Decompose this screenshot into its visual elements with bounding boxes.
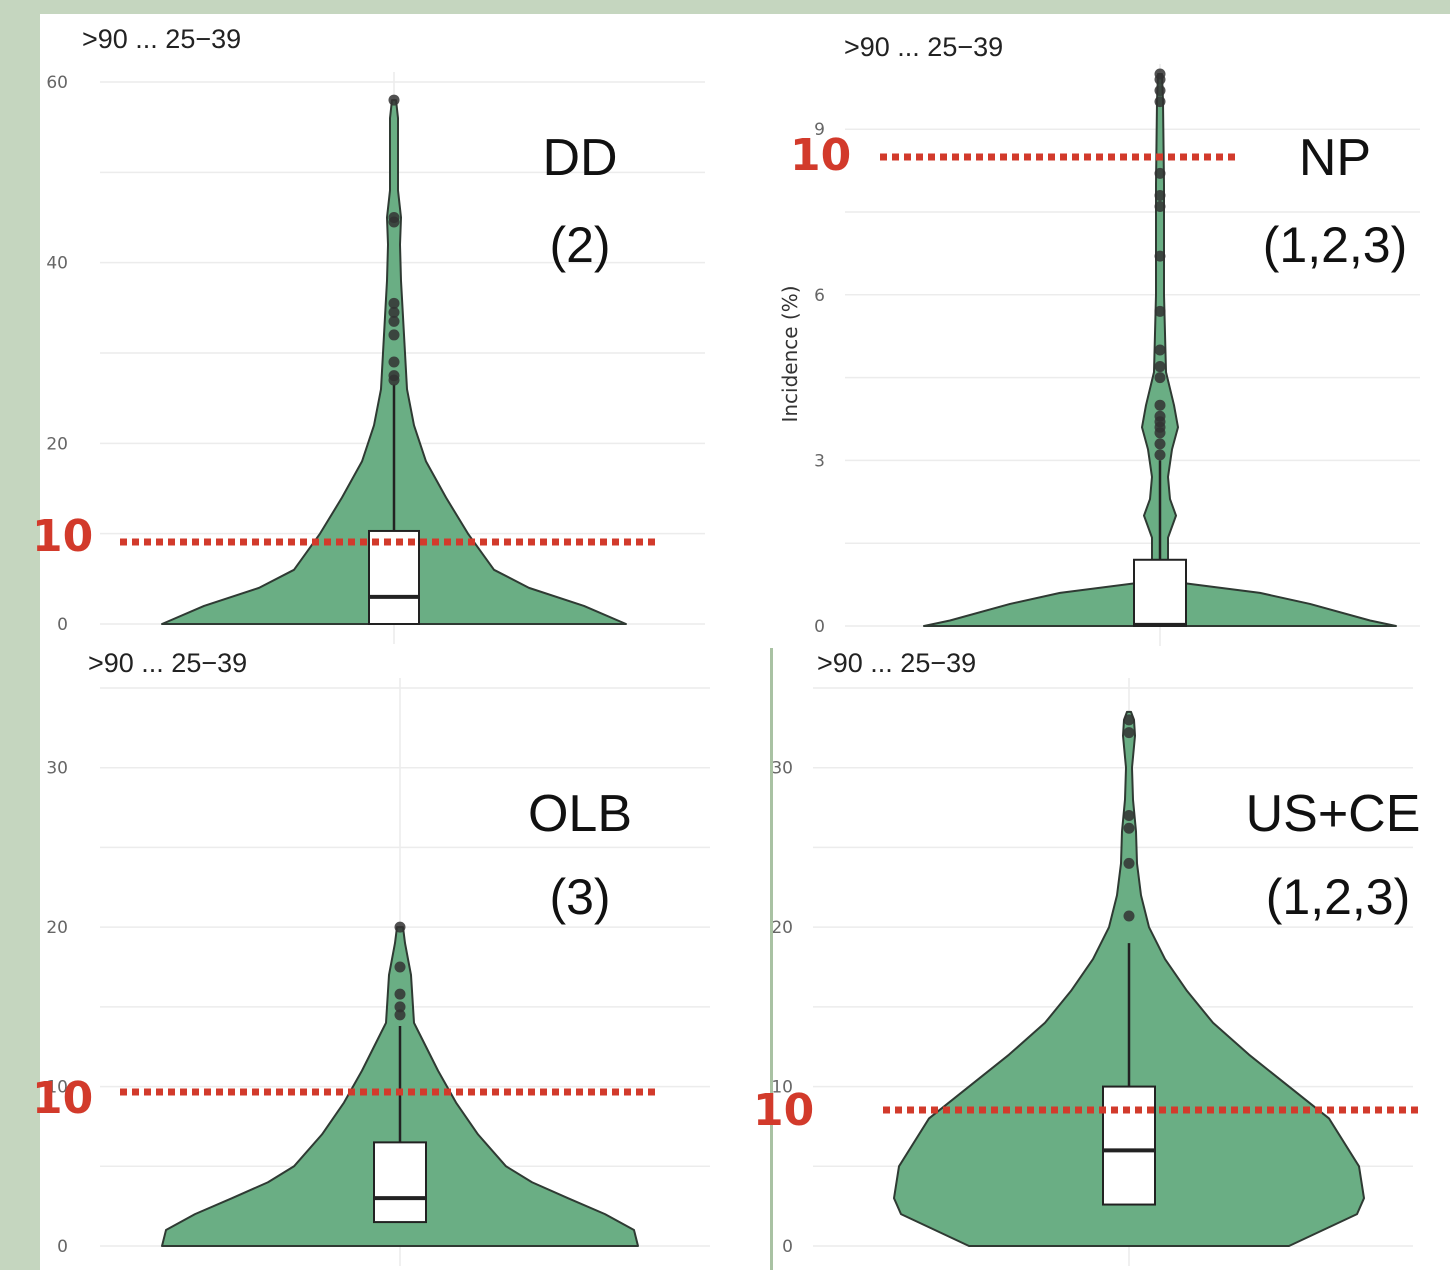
np-outlier-point bbox=[1154, 344, 1166, 356]
np-y-tick-label: 0 bbox=[814, 617, 825, 637]
np-outlier-point bbox=[1154, 438, 1166, 450]
np-y-tick-label: 3 bbox=[814, 451, 825, 471]
np-method-label: NP bbox=[1298, 129, 1372, 187]
dd-method-sublabel: (2) bbox=[549, 217, 611, 273]
np-outlier-point bbox=[1154, 200, 1166, 212]
np-outlier-point bbox=[1154, 372, 1166, 384]
usce-method-sublabel: (1,2,3) bbox=[1265, 869, 1411, 925]
olb-y-tick-label: 30 bbox=[46, 759, 68, 779]
np-outlier-point bbox=[1154, 167, 1166, 179]
np-outlier-point bbox=[1154, 410, 1166, 422]
usce-outlier-point bbox=[1123, 822, 1135, 834]
usce-y-tick-label: 10 bbox=[773, 1078, 793, 1098]
olb-method-label: OLB bbox=[527, 785, 633, 843]
olb-box bbox=[373, 1141, 427, 1224]
usce-box bbox=[1102, 1085, 1156, 1206]
dd-outlier-point bbox=[388, 94, 400, 106]
np-outlier-point bbox=[1154, 189, 1166, 201]
olb-outlier-point bbox=[394, 961, 406, 973]
usce-outlier-point bbox=[1123, 857, 1135, 869]
olb-y-tick-label: 10 bbox=[46, 1078, 68, 1098]
dd-outlier-point bbox=[388, 212, 400, 223]
dd-ref-line-label: 10 bbox=[32, 511, 94, 562]
np-outlier-point bbox=[1154, 399, 1166, 411]
dd-violin-chart: 0 20 40 60 bbox=[46, 72, 705, 644]
np-outlier-point bbox=[1154, 68, 1166, 80]
np-violin-chart: 0 3 6 9 Incidence (%) bbox=[778, 64, 1420, 646]
dd-method-label: DD bbox=[542, 129, 618, 187]
dd-outlier-point bbox=[388, 306, 400, 318]
dd-y-tick-label: 0 bbox=[57, 615, 68, 635]
usce-y-tick-label: 0 bbox=[782, 1237, 793, 1257]
usce-outlier-point bbox=[1123, 714, 1135, 726]
np-y-tick-label: 6 bbox=[814, 286, 825, 306]
usce-violin-chart: 0102030Incidence (%) bbox=[773, 678, 1418, 1266]
np-method-sublabel: (1,2,3) bbox=[1262, 217, 1408, 273]
np-outlier-point bbox=[1154, 361, 1166, 373]
dd-y-tick-label: 40 bbox=[46, 254, 68, 274]
olb-method-sublabel: (3) bbox=[549, 869, 611, 925]
np-outlier-point bbox=[1154, 96, 1166, 108]
usce-method-label: US+CE bbox=[1245, 785, 1421, 843]
dd-y-tick-label: 60 bbox=[46, 73, 68, 93]
dd-box bbox=[368, 529, 420, 625]
olb-violin-chart: 0 10 20 30 bbox=[46, 678, 710, 1266]
dd-outlier-point bbox=[388, 315, 400, 327]
olb-outlier-point bbox=[394, 921, 406, 933]
panel-dd: 0 20 40 60 >90 ... 25−39 DD (2) bbox=[40, 14, 770, 648]
dd-age-range-label: >90 ... 25−39 bbox=[82, 24, 242, 54]
panel-usce: 0102030Incidence (%) >90 ... 25−39 US+CE… bbox=[770, 648, 1450, 1270]
panel-np: 0 3 6 9 Incidence (%) >90 ... 25−39 NP (1,2,… bbox=[770, 14, 1450, 648]
olb-y-tick-label: 0 bbox=[57, 1237, 68, 1257]
olb-y-tick-label: 20 bbox=[46, 918, 68, 938]
np-age-range-label: >90 ... 25−39 bbox=[844, 32, 1004, 62]
panel-olb: 0 10 20 30 >90 ... 25−39 OLB (3) bbox=[40, 648, 770, 1270]
usce-age-range-label: >90 ... 25−39 bbox=[817, 648, 977, 678]
usce-outlier-point bbox=[1123, 910, 1135, 922]
olb-outlier-point bbox=[394, 1001, 406, 1013]
np-y-axis-label: Incidence (%) bbox=[778, 285, 802, 422]
dd-outlier-point bbox=[388, 329, 400, 341]
usce-outlier-point bbox=[1123, 810, 1135, 822]
np-outlier-point bbox=[1154, 449, 1166, 461]
figure-title bbox=[0, 0, 1450, 14]
np-ref-line-label: 10 bbox=[790, 130, 852, 181]
dd-y-tick-label: 20 bbox=[46, 434, 68, 454]
np-outlier-point bbox=[1154, 85, 1166, 97]
olb-outlier-point bbox=[394, 988, 406, 1000]
usce-outlier-point bbox=[1123, 727, 1135, 739]
np-outlier-point bbox=[1154, 305, 1166, 317]
dd-outlier-point bbox=[388, 356, 400, 368]
np-y-tick-label: 9 bbox=[814, 120, 825, 140]
olb-outlier-point bbox=[394, 1009, 406, 1021]
np-box bbox=[1133, 558, 1187, 628]
olb-age-range-label: >90 ... 25−39 bbox=[88, 648, 248, 678]
olb-ref-line-label: 10 bbox=[32, 1073, 94, 1124]
usce-y-tick-label: 30 bbox=[773, 759, 793, 779]
usce-ref-line-label: 10 bbox=[753, 1085, 815, 1136]
usce-y-tick-label: 20 bbox=[773, 918, 793, 938]
np-outlier-point bbox=[1154, 250, 1166, 262]
dd-outlier-point bbox=[388, 370, 400, 382]
dd-outlier-point bbox=[388, 297, 400, 309]
